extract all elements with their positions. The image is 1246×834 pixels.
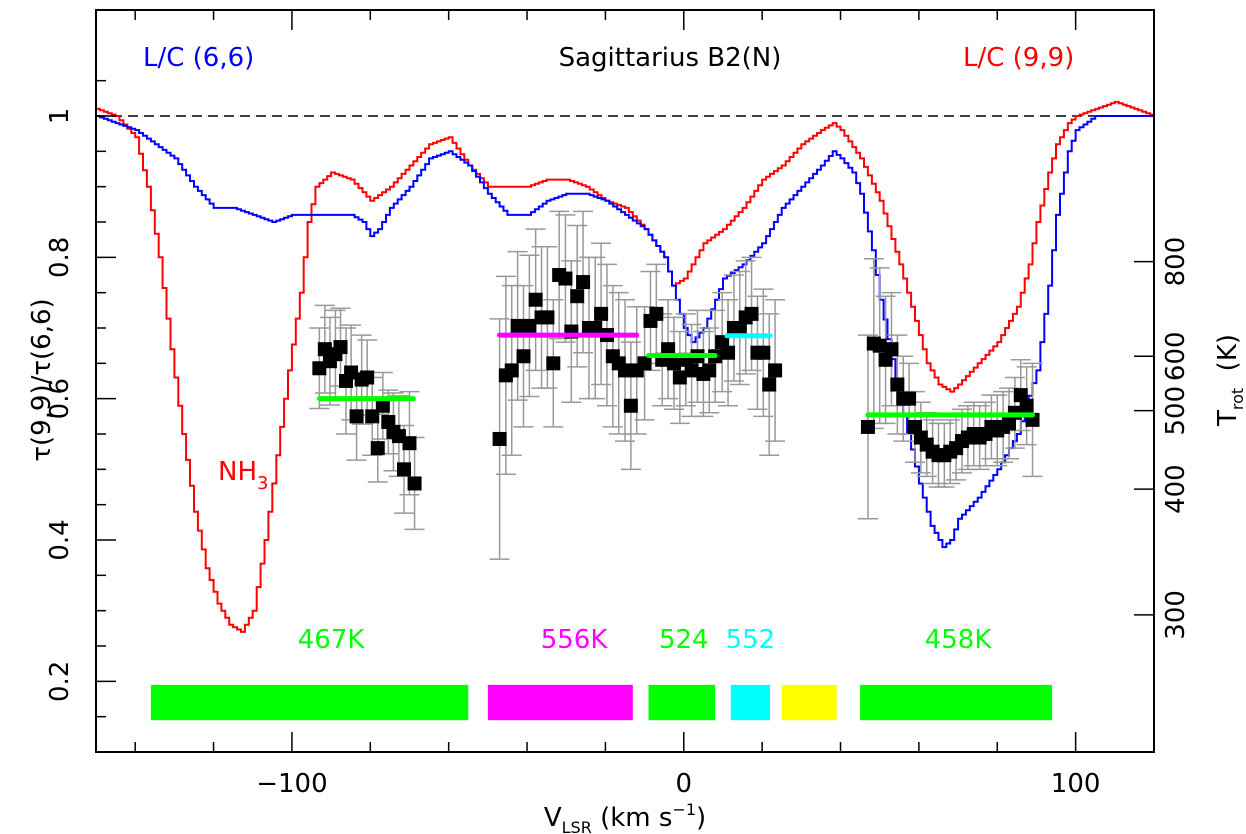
data-point-93 [1019,398,1034,413]
x-tick-label-2: 100 [1051,769,1101,799]
axis-ticks: −100 0 100 0.2 0.4 0.6 0.8 1 300 400 500 600 800 [45,10,1191,799]
data-point-4 [333,340,348,355]
data-point-30 [558,271,573,286]
data-point-40 [618,363,632,378]
nh3-annotation: NH3 [218,457,268,494]
x-tick-label-1: 0 [676,769,693,799]
data-point-90 [1002,416,1017,431]
right-tick-label-3: 600 [1161,331,1191,381]
temperature-label-1: 556K [541,625,609,655]
data-point-63 [756,345,771,360]
band-3 [730,684,770,721]
x-axis-label: VLSR (km s−1) [544,800,706,834]
right-tick-label-2: 500 [1161,386,1191,436]
data-point-28 [546,356,561,371]
data-point-10 [365,409,380,424]
data-point-6 [344,365,359,380]
spectra-group [96,100,1155,633]
data-point-64 [762,377,777,392]
color-bands [150,684,1053,721]
data-point-24 [522,318,537,333]
data-point-21 [504,363,519,378]
y-axis-label-left: τ(9,9)/τ(6,6) [27,298,57,461]
y-axis-label-right: Trot (K) [1213,334,1246,427]
data-point-45 [649,306,664,321]
y-tick-label-2: 0.6 [45,378,75,419]
data-point-18 [407,476,422,491]
data-point-23 [516,349,531,364]
right-tick-label-4: 800 [1161,237,1191,287]
data-point-32 [570,289,585,304]
y-tick-label-1: 0.4 [45,519,75,560]
data-point-12 [375,398,390,413]
data-point-19 [492,431,507,446]
data-point-47 [661,342,676,357]
data-point-74 [907,419,922,434]
right-tick-label-1: 400 [1161,464,1191,514]
band-4 [781,684,837,721]
data-point-35 [588,321,603,335]
legend-label-99: L/C (9,9) [963,43,1074,73]
data-point-71 [890,377,905,392]
y-tick-label-3: 0.8 [45,237,75,278]
data-point-49 [672,370,687,385]
series-line-66 [96,115,1154,549]
data-point-48 [666,356,681,371]
data-point-33 [576,275,591,290]
band-1 [487,684,633,721]
temperature-label-3: 552 [726,625,776,655]
data-point-59 [732,321,747,335]
chart-title: Sagittarius B2(N) [559,43,782,73]
right-tick-label-0: 300 [1161,590,1191,640]
data-point-66 [860,419,875,434]
data-point-54 [702,363,717,378]
data-point-56 [715,335,730,350]
band-0 [150,684,469,721]
data-point-1 [317,342,332,357]
legend-label-66: L/C (6,6) [143,43,254,73]
data-point-65 [768,363,783,378]
band-5 [860,684,1053,721]
y-tick-label-4: 1 [45,108,75,125]
data-point-16 [396,462,411,477]
temperature-label-2: 524 [659,625,709,655]
data-point-27 [540,310,555,325]
data-point-15 [391,429,406,444]
data-point-22 [510,318,525,333]
data-point-9 [360,370,375,385]
data-point-61 [744,306,759,321]
data-point-0 [312,361,327,376]
mean-segments [316,332,1036,418]
data-point-36 [594,306,609,321]
data-point-41 [623,398,638,413]
data-point-25 [528,292,543,307]
data-point-70 [884,342,899,357]
data-point-73 [902,391,917,406]
y-tick-label-0: 0.2 [45,661,75,702]
data-point-11 [370,441,385,456]
band-2 [648,684,716,721]
data-point-69 [878,352,893,367]
plot-frame [95,9,1155,753]
data-point-51 [684,363,699,378]
temperature-label-4: 458K [925,625,993,655]
data-point-68 [872,338,887,353]
temperature-labels: 467K 556K 524 552 458K [298,625,993,655]
x-tick-label-0: −100 [256,769,327,799]
data-point-92 [1013,388,1028,403]
data-point-17 [402,436,417,451]
data-point-7 [349,409,364,424]
ratio-points [312,268,1040,491]
temperature-label-0: 467K [298,625,366,655]
data-point-43 [637,356,652,371]
data-point-57 [721,345,736,360]
